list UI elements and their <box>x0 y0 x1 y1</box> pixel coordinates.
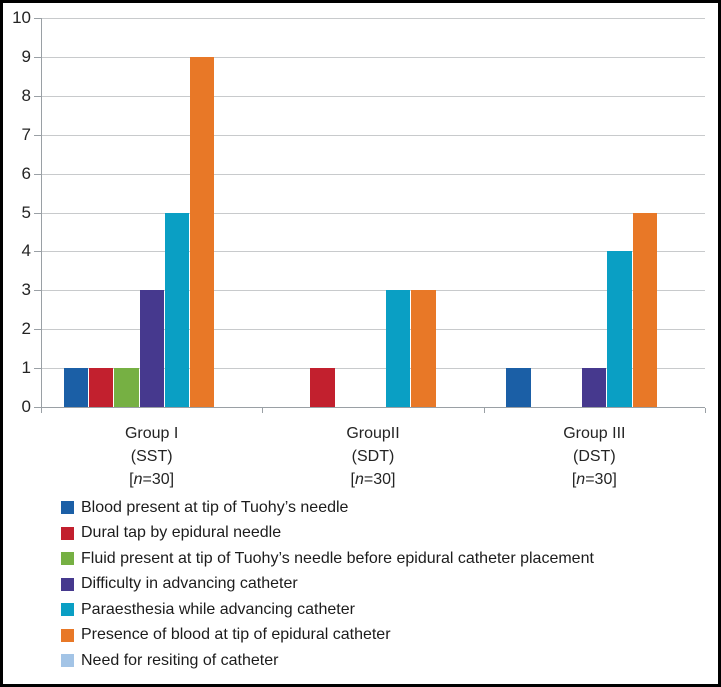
x-axis-tick <box>262 408 264 413</box>
category-n-label: [n=30] <box>571 471 617 488</box>
category-name: Group III <box>563 425 626 442</box>
legend-item: Difficulty in advancing catheter <box>61 572 594 598</box>
y-axis-line <box>41 18 42 407</box>
bar <box>190 56 215 407</box>
legend-label: Paraesthesia while advancing catheter <box>81 600 355 618</box>
y-axis-tick-label: 4 <box>21 241 31 261</box>
category-name: Group I <box>124 425 179 442</box>
legend-label: Difficulty in advancing catheter <box>81 575 298 593</box>
legend-item: Dural tap by epidural needle <box>61 521 594 547</box>
y-axis-tick <box>34 56 41 58</box>
y-axis-tick-label: 8 <box>21 85 31 105</box>
y-axis-tick-label: 10 <box>12 8 31 27</box>
gridline <box>42 290 705 292</box>
gridline <box>42 368 705 370</box>
y-axis-tick-label: 5 <box>21 202 31 222</box>
y-axis-tick <box>34 407 41 408</box>
gridline <box>42 212 705 214</box>
category-n-label: [n=30] <box>350 471 396 488</box>
x-axis-tick <box>483 408 485 413</box>
legend-label: Fluid present at tip of Tuohy’s needle b… <box>81 549 594 567</box>
x-axis-category-label: Group III (DST) [n=30] <box>504 422 684 491</box>
legend-swatch <box>61 577 74 591</box>
y-axis-tick <box>34 173 41 175</box>
x-axis-category-label: Group I (SST) [n=30] <box>62 422 242 491</box>
y-axis-tick <box>34 251 41 253</box>
y-axis-tick <box>34 290 41 292</box>
y-axis-tick <box>34 18 41 19</box>
legend-label: Dural tap by epidural needle <box>81 524 282 542</box>
legend-item: Presence of blood at tip of epidural cat… <box>61 623 594 649</box>
gridline <box>42 95 705 97</box>
gridline <box>42 329 705 331</box>
x-axis-tick <box>41 408 42 413</box>
legend-swatch <box>61 628 74 642</box>
bar <box>63 368 88 407</box>
legend-swatch <box>61 501 74 515</box>
x-axis-line <box>41 407 705 408</box>
bar <box>582 368 607 407</box>
bar <box>506 368 531 407</box>
y-axis-tick <box>34 212 41 214</box>
bar <box>386 290 411 407</box>
y-axis-tick-label: 3 <box>21 280 31 300</box>
bar <box>139 290 164 407</box>
x-axis-category-label: GroupII (SDT) [n=30] <box>283 422 463 491</box>
y-axis-tick-label: 9 <box>21 46 31 66</box>
legend-label: Blood present at tip of Tuohy’s needle <box>81 498 349 516</box>
bar <box>607 251 632 407</box>
y-axis-tick-label: 7 <box>21 124 31 144</box>
y-axis-tick <box>34 329 41 331</box>
y-axis-tick <box>34 134 41 136</box>
category-subtitle: (SDT) <box>351 448 395 465</box>
legend-label: Need for resiting of catheter <box>81 651 279 669</box>
bar <box>632 212 658 407</box>
gridline <box>42 251 705 253</box>
y-axis-tick-label: 2 <box>21 319 31 339</box>
legend-swatch <box>61 552 74 566</box>
legend-item: Paraesthesia while advancing catheter <box>61 597 594 623</box>
category-subtitle: (SST) <box>130 448 173 465</box>
legend-label: Presence of blood at tip of epidural cat… <box>81 626 391 644</box>
bar <box>88 368 114 407</box>
category-subtitle: (DST) <box>573 448 616 465</box>
bar <box>114 368 139 407</box>
legend-item: Fluid present at tip of Tuohy’s needle b… <box>61 546 594 572</box>
category-name: GroupII <box>346 425 400 442</box>
y-axis-tick-label: 1 <box>21 358 31 378</box>
gridline <box>42 173 705 175</box>
y-axis-tick-label: 6 <box>21 163 31 183</box>
bar <box>164 212 190 407</box>
legend-item: Need for resiting of catheter <box>61 648 594 674</box>
legend-swatch <box>61 603 74 617</box>
bar <box>411 290 436 407</box>
y-axis-tick <box>34 95 41 97</box>
legend-item: Blood present at tip of Tuohy’s needle <box>61 495 594 521</box>
category-n-label: [n=30] <box>129 471 175 488</box>
y-axis-tick <box>34 368 41 370</box>
legend-swatch <box>61 654 74 668</box>
legend-swatch <box>61 526 74 540</box>
x-axis-tick <box>705 408 706 413</box>
bar <box>310 368 335 407</box>
gridline <box>42 56 705 58</box>
y-axis-tick-label: 0 <box>21 397 31 416</box>
gridline <box>42 134 705 136</box>
gridline <box>42 18 705 19</box>
chart-legend: Blood present at tip of Tuohy’s needle Du… <box>61 495 594 674</box>
